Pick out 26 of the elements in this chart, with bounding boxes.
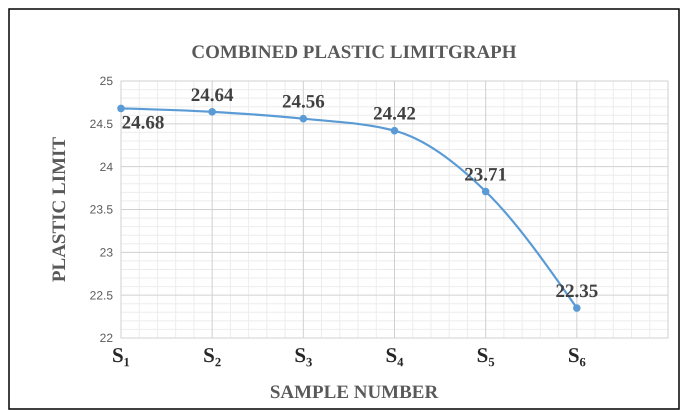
x-tick-label: S₂ xyxy=(203,343,222,367)
x-tick-label: S₃ xyxy=(294,343,312,367)
x-tick-label: S₁ xyxy=(112,343,130,367)
data-label: 24.56 xyxy=(282,92,325,113)
point xyxy=(390,126,398,134)
point xyxy=(482,188,490,196)
y-tick-label: 25 xyxy=(100,74,114,88)
x-tick-label: S₅ xyxy=(476,343,495,367)
data-label: 24.42 xyxy=(373,104,416,125)
point xyxy=(117,104,125,112)
point xyxy=(300,114,308,122)
data-label: 24.64 xyxy=(190,84,234,106)
y-tick-label: 23.5 xyxy=(90,202,114,217)
x-tick-label: S₆ xyxy=(568,343,586,367)
y-axis-title: PLASTIC LIMIT xyxy=(49,136,70,282)
y-tick-label: 23 xyxy=(100,246,114,260)
data-label: 24.68 xyxy=(122,112,164,134)
x-tick-label: S₄ xyxy=(386,343,404,367)
y-tick-label: 22 xyxy=(100,331,114,346)
point xyxy=(208,108,216,116)
y-tick-label: 24 xyxy=(100,160,114,174)
y-tick-label: 24.5 xyxy=(90,117,114,132)
x-axis-title: SAMPLE NUMBER xyxy=(270,382,438,403)
point xyxy=(573,304,581,312)
y-tick-label: 22.5 xyxy=(90,288,114,302)
chart-title: COMBINED PLASTIC LIMITGRAPH xyxy=(191,42,517,63)
